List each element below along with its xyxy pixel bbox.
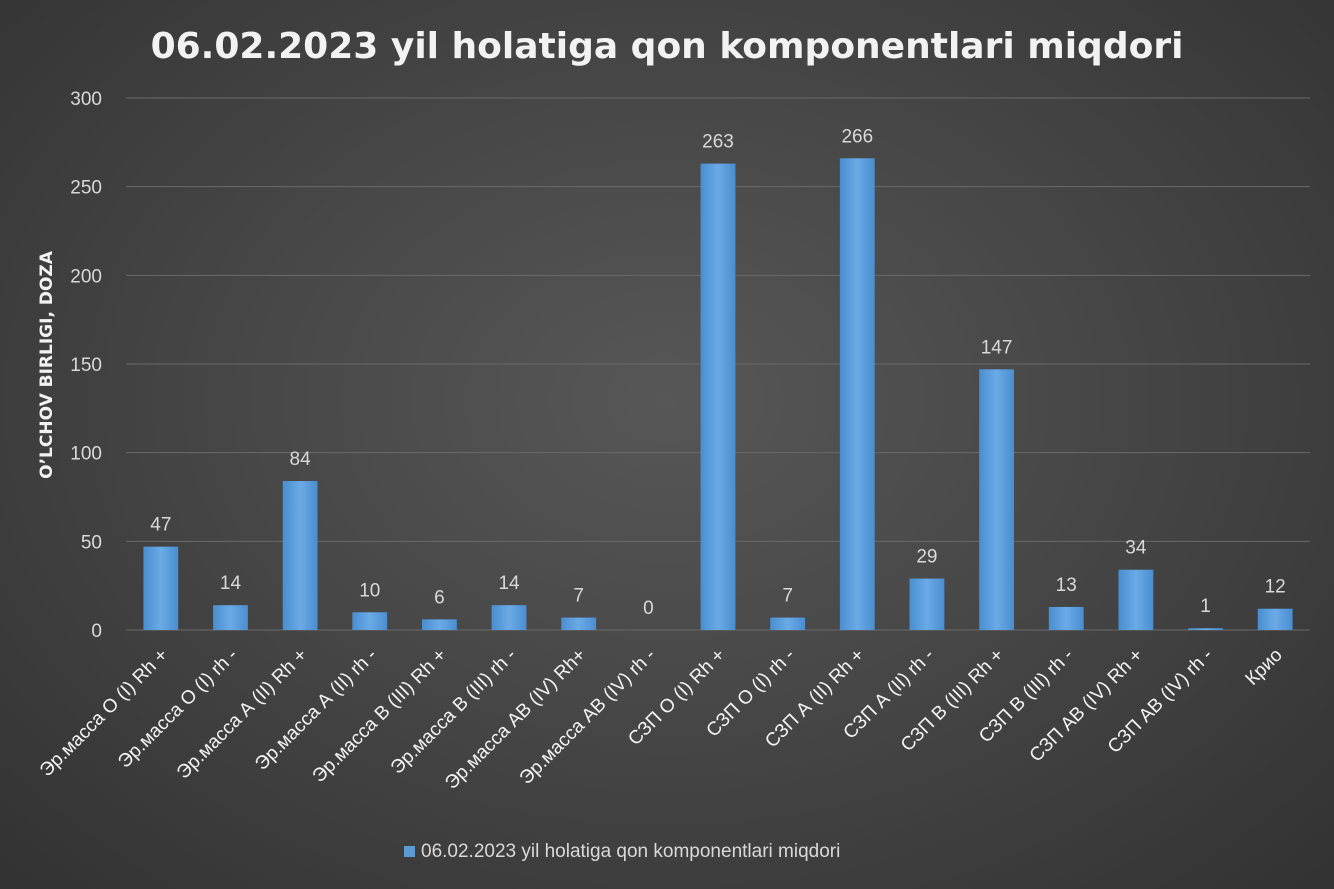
y-tick-label: 200 [70,266,102,287]
data-label: 147 [981,337,1013,358]
data-label: 0 [643,598,654,619]
y-axis-ticks: 0 50 100 150 200 250 300 [70,89,102,642]
data-label: 13 [1056,575,1077,596]
data-label: 29 [916,547,937,568]
data-label: 84 [290,449,312,470]
data-label: 263 [702,132,734,153]
legend-label: 06.02.2023 yil holatiga qon komponentlar… [421,841,840,862]
bar [422,619,457,630]
y-tick-label: 0 [91,621,102,642]
data-label: 266 [841,126,873,147]
y-tick-label: 300 [70,89,102,110]
data-label: 12 [1265,577,1286,598]
x-tick-label: Эр.масса О (I) rh - [114,645,242,773]
data-label: 1 [1200,596,1211,617]
bar [213,605,248,630]
bar [839,158,875,630]
bar [1257,608,1293,630]
bar [282,481,318,630]
bar [1048,606,1084,630]
x-tick-label: Эр.масса В (III) Rh + [309,645,451,787]
data-label: 6 [434,587,445,608]
bars [143,158,1293,630]
x-tick-label: Эр.масса А (II) rh - [251,645,381,775]
bar [909,578,945,630]
bar [1188,628,1223,630]
data-label: 14 [220,573,242,594]
y-tick-label: 150 [70,355,102,376]
bar [700,163,736,630]
bar [770,617,806,630]
legend: 06.02.2023 yil holatiga qon komponentlar… [404,841,840,862]
y-tick-label: 100 [70,444,102,465]
data-label: 10 [359,580,380,601]
bar [561,617,597,630]
bar [352,612,388,630]
bar [143,546,179,630]
bar [979,369,1014,630]
y-axis-label: O’LCHOV BIRLIGI, DOZA [37,250,57,479]
x-tick-label: Эр.масса АВ (IV) Rh+ [441,645,590,794]
data-label: 34 [1125,538,1147,559]
x-axis-ticks: Эр.масса О (I) Rh +Эр.масса О (I) rh -Эр… [36,645,1287,794]
data-label: 7 [782,586,793,607]
data-label: 47 [150,515,171,536]
x-tick-label: Крио [1242,645,1287,690]
data-label: 14 [498,573,520,594]
bar [491,605,527,630]
data-label: 7 [573,586,584,607]
y-tick-label: 250 [70,178,102,199]
bar [1118,569,1154,630]
x-tick-label: Эр.масса АВ (IV) rh - [516,645,660,789]
chart-title: 06.02.2023 yil holatiga qon komponentlar… [151,26,1184,67]
x-tick-label: Эр.масса А (II) Rh + [173,645,312,784]
x-tick-label: Эр.масса В (III) rh - [387,645,521,779]
x-tick-label: Эр.масса О (I) Rh + [36,645,172,781]
legend-swatch [404,846,415,857]
y-tick-label: 50 [81,532,102,553]
